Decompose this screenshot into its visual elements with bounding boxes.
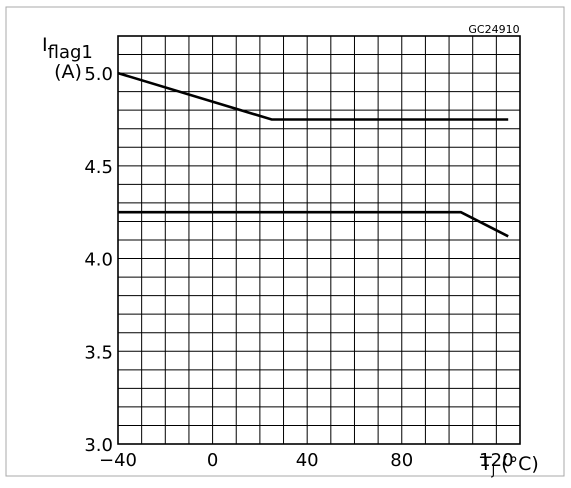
y-tick-label: 3.0	[84, 435, 113, 456]
y-axis-unit: (A)	[54, 61, 82, 83]
y-tick-label: 5.0	[84, 64, 113, 85]
x-axis-label: TJ (°C)	[479, 453, 539, 478]
grid	[117, 35, 521, 445]
y-axis-label-sub: flag1	[48, 42, 93, 63]
x-tick-label: 0	[207, 450, 218, 471]
x-axis-label-unit: (°C)	[501, 453, 539, 475]
y-axis-label: Iflag1	[42, 34, 93, 63]
x-tick-label: 80	[390, 450, 413, 471]
x-tick-label: −40	[99, 450, 137, 471]
y-tick-label: 4.0	[84, 250, 113, 271]
y-tick-label: 4.5	[84, 157, 113, 178]
x-tick-label: 40	[296, 450, 319, 471]
series-layer	[117, 71, 509, 238]
x-tick-labels: −40 0 40 80 120	[99, 450, 514, 471]
x-tick-label: 120	[479, 450, 513, 471]
plot-frame	[117, 35, 521, 445]
x-axis-label-main: T	[479, 453, 492, 475]
figure-code: GC24910	[468, 23, 519, 36]
y-tick-label: 3.5	[84, 342, 113, 363]
series-line-2	[118, 210, 509, 238]
series-line-1	[117, 71, 509, 121]
x-axis-label-sub: J	[491, 464, 496, 478]
y-tick-labels: 3.0 3.5 4.0 4.5 5.0	[84, 64, 113, 456]
outer-frame	[5, 6, 565, 477]
y-axis-label-main: I	[42, 34, 48, 56]
